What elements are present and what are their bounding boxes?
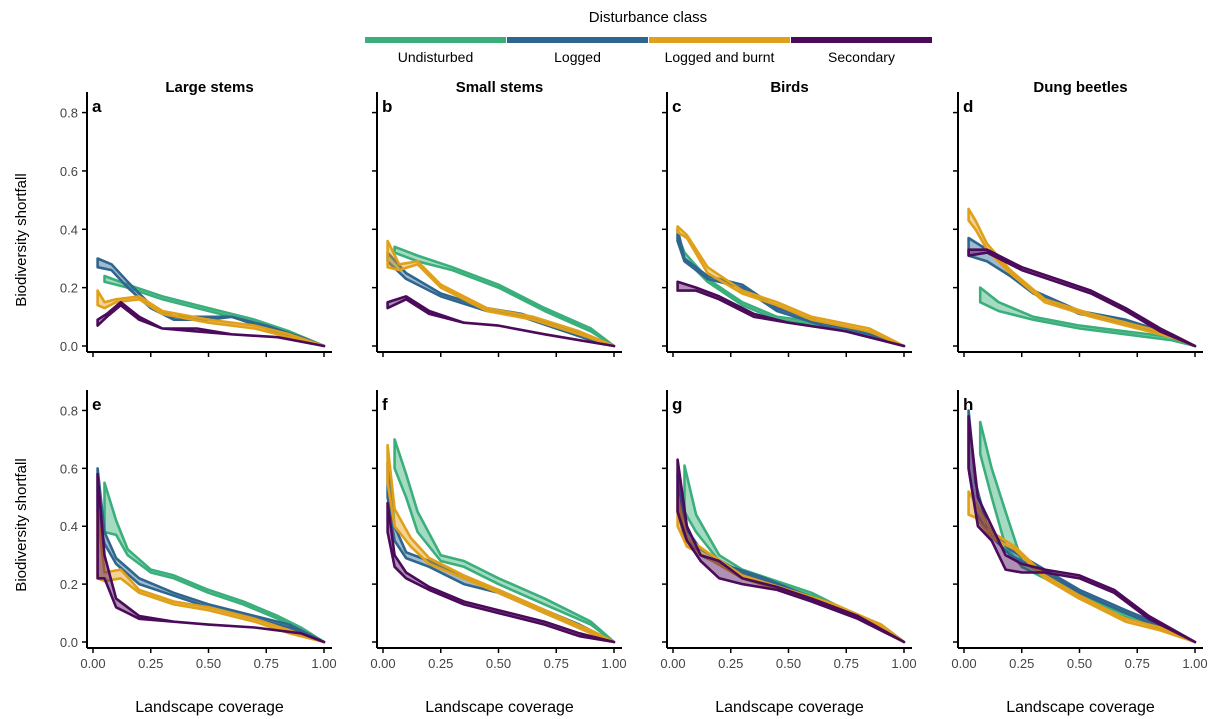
legend-title: Disturbance class (589, 9, 707, 26)
panel-letter: e (92, 395, 101, 414)
x-tick-label: 1.00 (311, 656, 336, 671)
legend-swatch-4 (791, 37, 932, 43)
legend-label-3: Logged and burnt (665, 49, 775, 65)
x-tick-label: 0.00 (951, 656, 976, 671)
y-tick-label: 0.8 (60, 403, 78, 418)
legend-label-2: Logged (554, 49, 601, 65)
y-tick-label: 0.8 (60, 106, 78, 121)
column-title-3: Birds (770, 79, 808, 96)
band-secondary (96, 300, 326, 348)
y-axis-label-bottom: Biodiversity shortfall (13, 458, 30, 591)
x-tick-label: 0.00 (660, 656, 685, 671)
panel-g: 0.00 0.25 0.50 0.75 1.00 Landscape coverage g (660, 390, 917, 716)
x-tick-label: 1.00 (891, 656, 916, 671)
panel-letter: d (963, 97, 973, 116)
legend-swatch-1 (365, 37, 506, 43)
x-tick-label: 0.50 (486, 656, 511, 671)
x-axis-label: Landscape coverage (1006, 699, 1155, 716)
band-logged-and-burnt (967, 490, 1197, 644)
panel-e: 0.0 0.2 0.4 0.6 0.8 0.00 0.25 0.50 0.75 1.00 Lands… (60, 390, 337, 716)
legend-swatch-3 (649, 37, 790, 43)
band-secondary (967, 415, 1197, 644)
x-tick-label: 0.25 (138, 656, 163, 671)
band-secondary (967, 248, 1197, 348)
y-axis-label-top: Biodiversity shortfall (13, 173, 30, 306)
column-title-2: Small stems (456, 79, 544, 96)
panel-letter: a (92, 97, 102, 116)
y-tick-label: 0.2 (60, 281, 78, 296)
x-axis-label: Landscape coverage (715, 699, 864, 716)
band-undisturbed (683, 464, 906, 644)
x-tick-label: 0.25 (1009, 656, 1034, 671)
band-undisturbed (978, 420, 1197, 644)
y-tick-label: 0.0 (60, 635, 78, 650)
y-tick-label: 0.4 (60, 222, 78, 237)
legend-label-4: Secondary (828, 49, 895, 65)
panel-letter: h (963, 395, 973, 414)
y-tick-label: 0.0 (60, 339, 78, 354)
x-tick-label: 1.00 (1182, 656, 1207, 671)
panel-letter: f (382, 395, 388, 414)
panel-a: Large stems 0.0 0.2 0.4 0.6 0.8 a (60, 79, 332, 357)
band-secondary (676, 458, 906, 644)
column-title-1: Large stems (165, 79, 253, 96)
x-tick-label: 0.50 (776, 656, 801, 671)
panel-b: Small stems b (372, 79, 622, 357)
panel-letter: b (382, 97, 392, 116)
band-secondary (386, 295, 616, 348)
x-tick-label: 0.75 (254, 656, 279, 671)
x-tick-label: 0.75 (544, 656, 569, 671)
x-tick-label: 0.50 (196, 656, 221, 671)
column-title-4: Dung beetles (1033, 79, 1127, 96)
x-tick-label: 0.50 (1067, 656, 1092, 671)
x-axis-label: Landscape coverage (135, 699, 284, 716)
band-undisturbed (393, 245, 616, 348)
band-logged-and-burnt (96, 510, 326, 644)
panel-letter: g (672, 395, 682, 414)
panel-c: Birds c (662, 79, 912, 357)
x-tick-label: 0.25 (428, 656, 453, 671)
x-tick-label: 0.25 (718, 656, 743, 671)
band-undisturbed (978, 286, 1197, 348)
band-undisturbed (393, 438, 616, 644)
panel-h: 0.00 0.25 0.50 0.75 1.00 Landscape coverage h (951, 390, 1208, 716)
legend: Disturbance class Undisturbed Logged Logge… (365, 9, 932, 65)
y-tick-label: 0.2 (60, 577, 78, 592)
legend-swatch-2 (507, 37, 648, 43)
x-tick-label: 0.00 (370, 656, 395, 671)
x-axis-label: Landscape coverage (425, 699, 574, 716)
x-tick-label: 0.75 (1125, 656, 1150, 671)
y-tick-label: 0.6 (60, 164, 78, 179)
panel-letter: c (672, 97, 681, 116)
legend-label-1: Undisturbed (398, 49, 474, 65)
band-logged-and-burnt (386, 239, 616, 348)
band-secondary (676, 280, 906, 348)
y-tick-label: 0.4 (60, 519, 78, 534)
y-tick-label: 0.6 (60, 461, 78, 476)
band-logged-and-burnt (676, 225, 906, 348)
x-tick-label: 0.00 (80, 656, 105, 671)
panel-d: Dung beetles d (953, 79, 1203, 357)
x-tick-label: 0.75 (834, 656, 859, 671)
band-logged-and-burnt (386, 443, 616, 644)
band-secondary (96, 472, 326, 644)
panel-f: 0.00 0.25 0.50 0.75 1.00 Landscape coverage f (370, 390, 627, 716)
band-secondary (386, 501, 616, 644)
x-tick-label: 1.00 (601, 656, 626, 671)
